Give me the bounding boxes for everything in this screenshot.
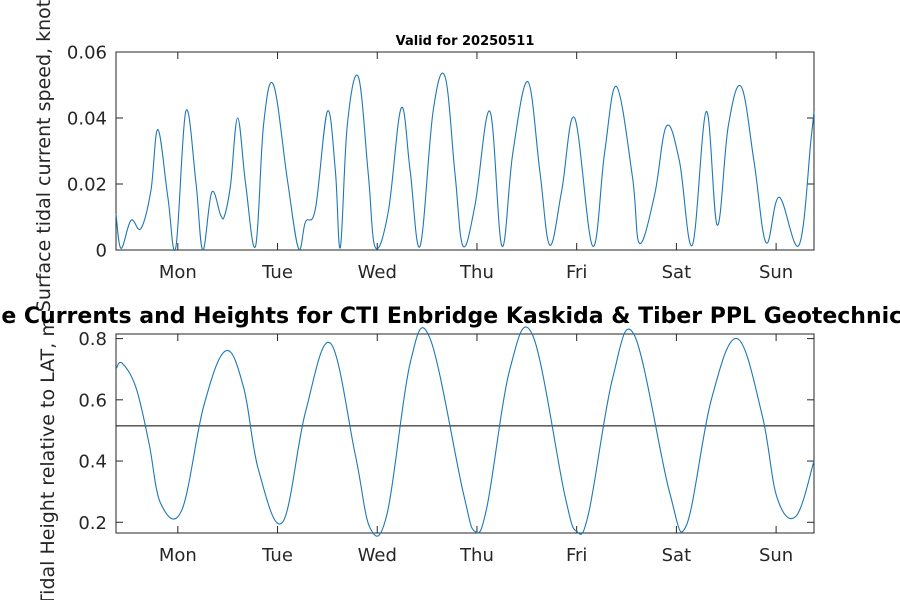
current-speed-x-tick-label: Mon <box>159 262 197 283</box>
current-speed-y-tick-label: 0.06 <box>67 43 107 64</box>
tidal-height-y-tick-label: 0.4 <box>78 452 107 473</box>
tidal-height-x-tick-label: Sat <box>662 545 692 566</box>
current-speed-x-tick-label: Thu <box>459 262 494 283</box>
current-speed-series-line <box>115 72 815 251</box>
tidal-height-x-tick-label: Sun <box>759 545 793 566</box>
current-speed-y-tick-label: 0.04 <box>67 109 107 130</box>
tidal-height-y-tick-label: 0.8 <box>78 329 107 350</box>
tidal-height-y-tick-label: 0.2 <box>78 513 107 534</box>
tidal-height-axes-box <box>115 333 815 534</box>
tidal-height-x-tick-label: Mon <box>159 545 197 566</box>
tidal-height-x-ticks: Mon Tue Wed Thu Fri Sat Sun <box>159 334 793 566</box>
current-speed-y-tick-label: 0.02 <box>67 175 107 196</box>
tidal-height-series-line <box>115 326 815 537</box>
tidal-height-x-tick-label: Fri <box>566 545 587 566</box>
current-speed-panel: Valid for 20250511 0 0.02 0.04 0.06 Mon Tue W… <box>33 0 815 312</box>
main-figure-title: Surface Currents and Heights for CTI Enb… <box>0 304 900 329</box>
current-speed-x-ticks: Mon Tue Wed Thu Fri Sat Sun <box>159 52 793 283</box>
tidal-height-x-tick-label: Tue <box>261 545 293 566</box>
tidal-height-panel: 0.2 0.4 0.6 0.8 Mon Tue Wed Thu Fri Sat Sun Tidal… <box>37 318 815 600</box>
current-speed-x-tick-label: Sat <box>662 262 692 283</box>
tidal-height-x-tick-label: Wed <box>358 545 397 566</box>
current-speed-y-ticks: 0 0.02 0.04 0.06 <box>67 43 814 262</box>
valid-date-title: Valid for 20250511 <box>396 34 535 49</box>
current-speed-x-tick-label: Sun <box>759 262 793 283</box>
current-speed-y-tick-label: 0 <box>96 241 107 262</box>
current-speed-x-tick-label: Tue <box>261 262 293 283</box>
current-speed-x-tick-label: Wed <box>358 262 397 283</box>
current-speed-axes-box <box>115 51 815 251</box>
tidal-height-y-tick-label: 0.6 <box>78 390 107 411</box>
tidal-height-y-axis-label: Tidal Height relative to LAT, m <box>37 318 59 600</box>
current-speed-y-axis-label: Surface tidal current speed, knots <box>33 0 55 312</box>
tidal-height-y-ticks: 0.2 0.4 0.6 0.8 <box>78 329 814 534</box>
current-speed-x-tick-label: Fri <box>566 262 587 283</box>
tidal-height-x-tick-label: Thu <box>459 545 494 566</box>
